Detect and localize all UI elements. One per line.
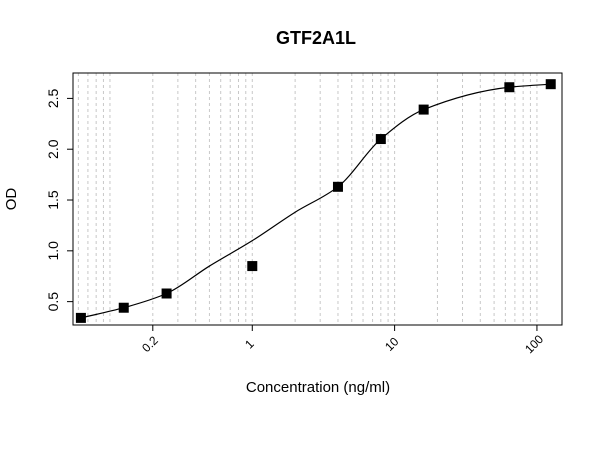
y-axis-label: OD [3,188,20,211]
x-tick-label-1: 1 [242,337,257,352]
data-point-5 [375,134,386,145]
data-point-7 [504,82,515,93]
y-tick-label-1: 1.0 [45,241,61,261]
data-point-3 [247,261,258,272]
y-tick-label-2: 1.5 [45,190,61,210]
y-tick-label-0: 0.5 [45,292,61,312]
y-axis: 0.5 1.0 1.5 2.0 2.5 [45,88,73,311]
data-point-4 [332,181,343,192]
data-points [75,79,556,323]
plot-frame [72,72,563,326]
data-point-8 [545,79,556,90]
y-tick-label-4: 2.5 [45,88,61,108]
x-tick-label-0: 0.2 [139,333,161,355]
data-point-0 [75,312,86,323]
x-axis: 0.2 1 10 100 [139,325,546,356]
data-point-2 [161,288,172,299]
x-tick-label-3: 100 [522,332,546,356]
y-tick-label-3: 2.0 [45,139,61,159]
x-axis-label: Concentration (ng/ml) [246,379,390,396]
x-tick-label-2: 10 [382,334,402,354]
data-point-1 [118,302,129,313]
grid [77,73,538,325]
data-point-6 [418,104,429,115]
fit-curve [80,83,551,319]
chart-title: GTF2A1L [276,28,356,48]
